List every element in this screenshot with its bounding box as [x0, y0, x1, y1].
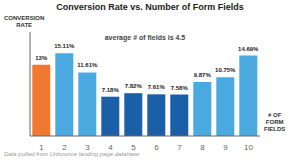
svg-text:6: 6 [154, 143, 159, 152]
html-text:Data pulled from Unbounce land: Data pulled from Unbounce landing page d… [4, 151, 140, 157]
svg-text:7.61%: 7.61% [148, 84, 166, 90]
svg-text:5: 5 [131, 143, 136, 152]
html-text:average # of fields is 4.5: average # of fields is 4.5 [104, 34, 186, 41]
svg-text:7.58%: 7.58% [171, 85, 189, 91]
svg-text:2: 2 [62, 143, 67, 152]
html-text:CONVERSION RATE: CONVERSION RATE [4, 15, 45, 28]
svg-text:10.75%: 10.75% [215, 67, 236, 73]
svg-text:10: 10 [244, 143, 253, 152]
html-text:Conversion Rate vs. Number of: Conversion Rate vs. Number of Form Field… [56, 2, 244, 12]
svg-text:4: 4 [108, 143, 113, 152]
svg-text:8: 8 [200, 143, 205, 152]
svg-text:15.11%: 15.11% [54, 43, 75, 49]
svg-text:7.18%: 7.18% [102, 87, 120, 93]
svg-text:11.61%: 11.61% [77, 62, 98, 68]
svg-text:9: 9 [223, 143, 228, 152]
svg-text:9.87%: 9.87% [194, 72, 212, 78]
svg-text:13%: 13% [35, 55, 48, 61]
svg-text:7: 7 [177, 143, 182, 152]
svg-text:3: 3 [85, 143, 90, 152]
svg-text:7.82%: 7.82% [125, 83, 143, 89]
svg-text:1: 1 [39, 143, 44, 152]
svg-text:14.69%: 14.69% [238, 46, 259, 52]
html-text:# OF FORM FIELDS: # OF FORM FIELDS [264, 112, 286, 132]
